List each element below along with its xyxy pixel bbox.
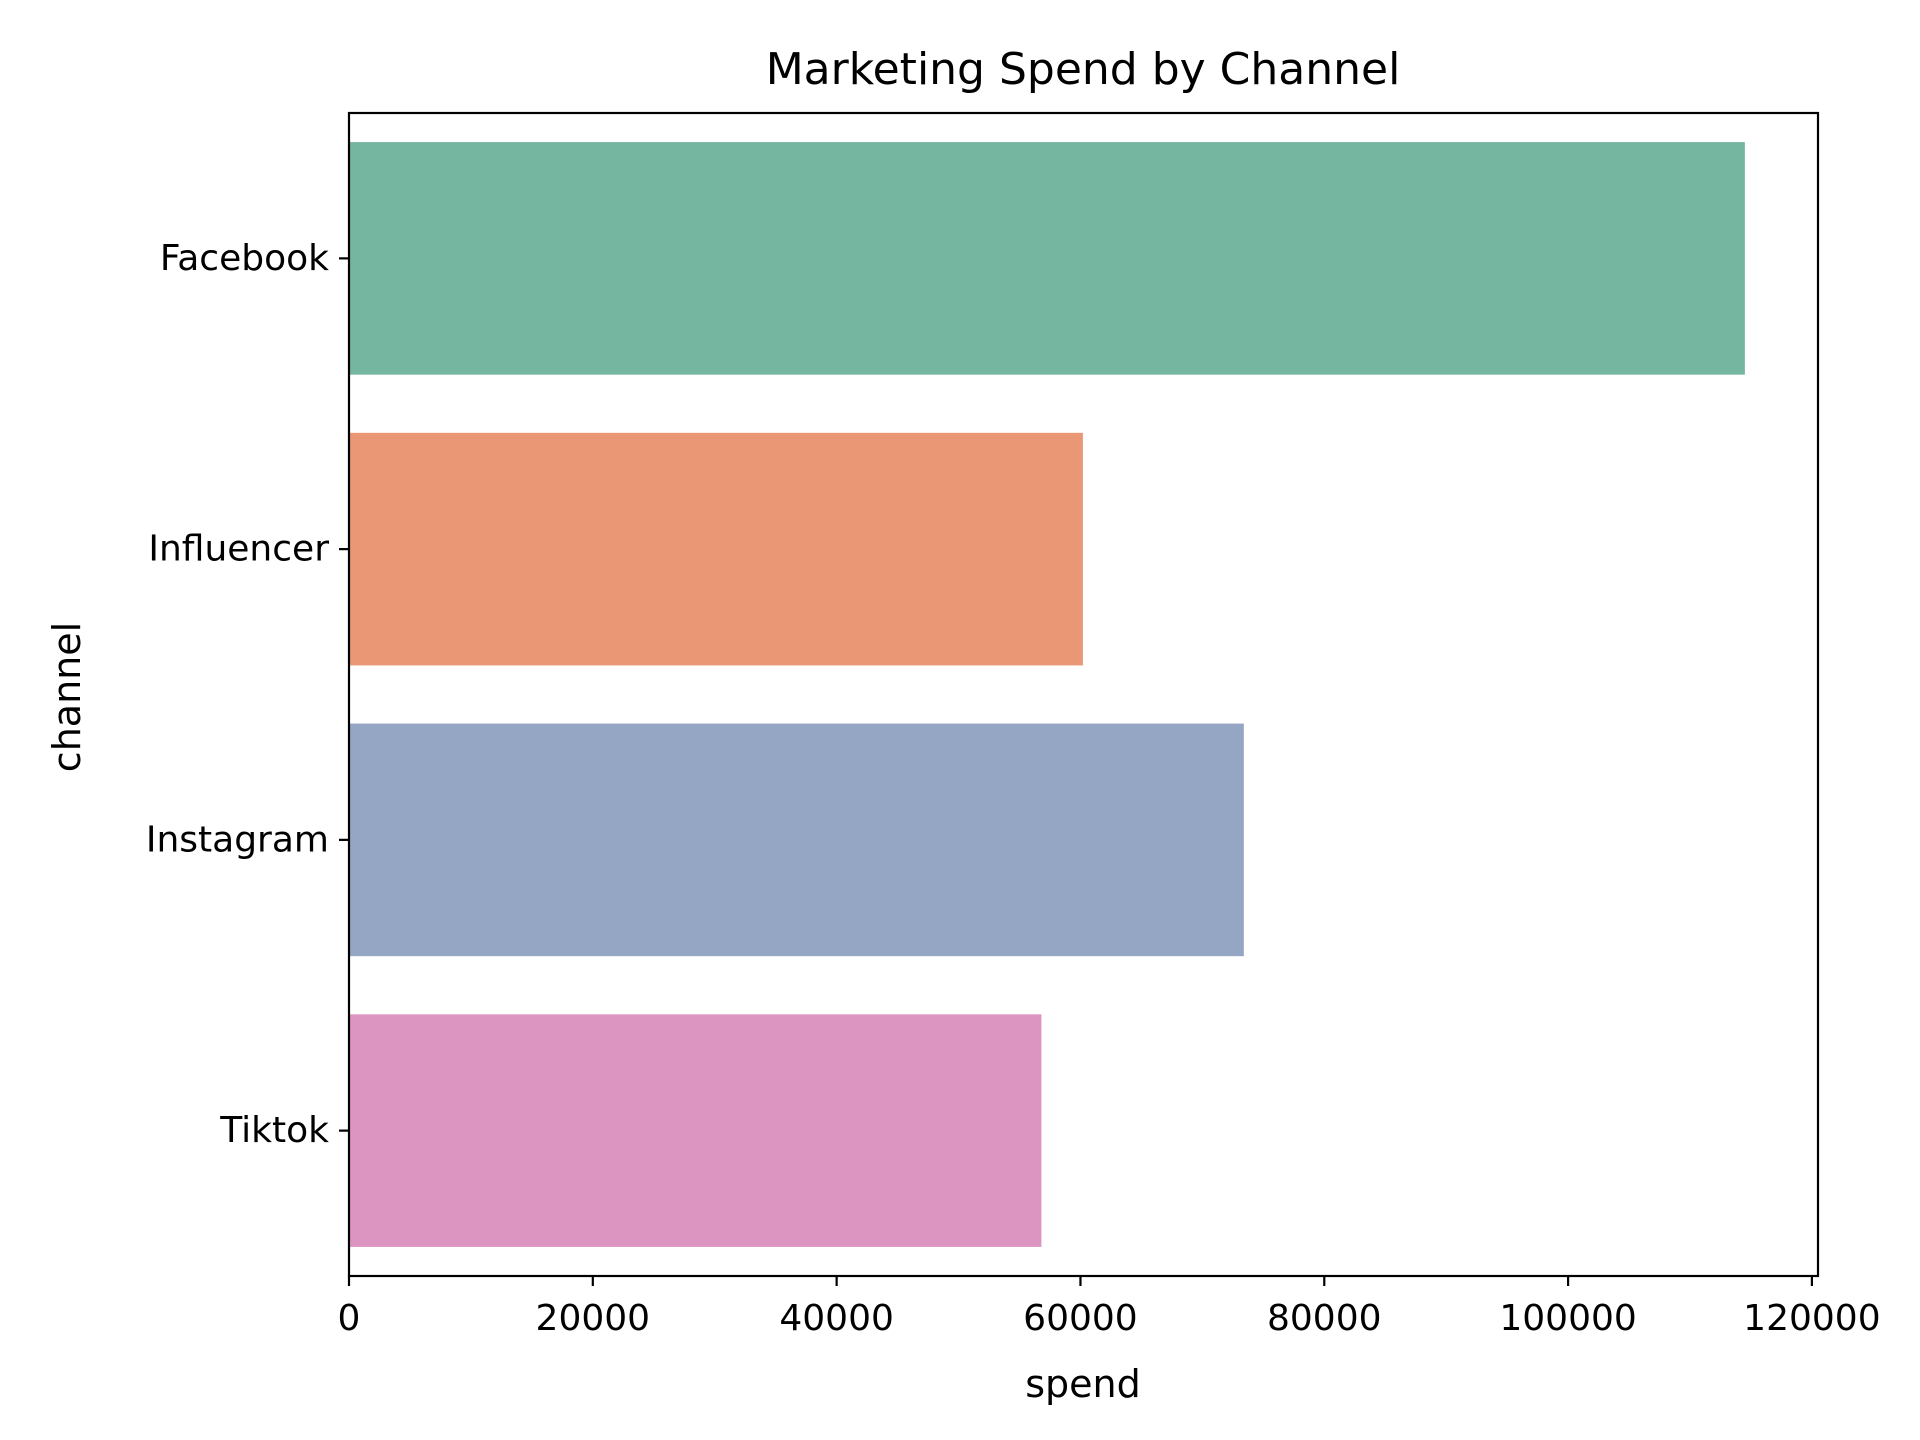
- y-tick-label-facebook: Facebook: [160, 238, 329, 279]
- x-tick-label-120000: 120000: [1743, 1298, 1880, 1339]
- bar-influencer: [349, 432, 1083, 666]
- x-tick-label-100000: 100000: [1499, 1298, 1636, 1339]
- y-tick-label-instagram: Instagram: [146, 819, 329, 860]
- plot-frame: [347, 111, 1820, 1278]
- y-tick-label-influencer: Influencer: [148, 529, 329, 570]
- y-tick-label-tiktok: Tiktok: [219, 1110, 329, 1151]
- x-axis-label: spend: [1025, 1362, 1141, 1406]
- x-tick-label-40000: 40000: [779, 1298, 894, 1339]
- x-tick-label-20000: 20000: [536, 1298, 651, 1339]
- bar-facebook: [349, 142, 1745, 375]
- chart-title: Marketing Spend by Channel: [766, 44, 1401, 95]
- bar-tiktok: [349, 1014, 1042, 1247]
- x-tick-label-60000: 60000: [1023, 1298, 1138, 1339]
- y-axis-label: channel: [45, 622, 89, 772]
- x-axis-ticks: 0 20000 40000 60000 80000 100000 120000: [338, 1276, 1881, 1339]
- y-axis-ticks: Facebook Influencer Instagram Tiktok: [146, 238, 349, 1151]
- x-tick-label-80000: 80000: [1267, 1298, 1382, 1339]
- bars-group: [349, 142, 1745, 1247]
- x-tick-label-0: 0: [338, 1298, 361, 1339]
- bar-instagram: [349, 723, 1244, 957]
